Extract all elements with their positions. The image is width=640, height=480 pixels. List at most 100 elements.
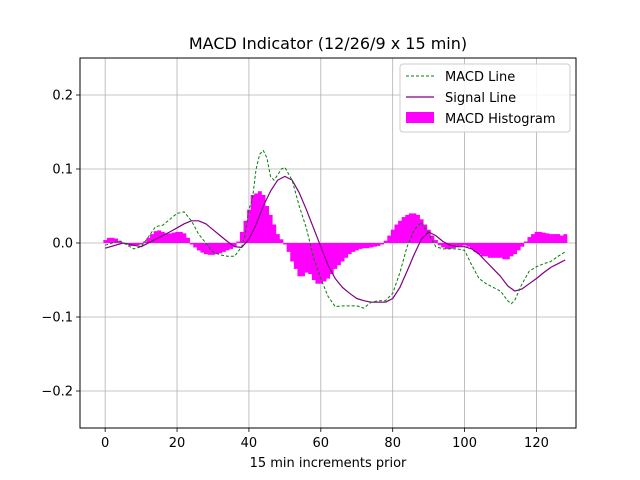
histogram-bar	[441, 243, 446, 248]
histogram-bar	[516, 243, 521, 251]
histogram-bar	[254, 193, 259, 243]
histogram-bar	[290, 243, 295, 262]
histogram-bar	[380, 243, 385, 245]
histogram-bar	[444, 243, 449, 249]
histogram-bar	[157, 230, 162, 243]
histogram-bar	[110, 237, 115, 243]
histogram-bar	[146, 237, 151, 243]
histogram-bar	[225, 243, 230, 251]
histogram-bar	[434, 240, 438, 243]
histogram-bar	[236, 241, 241, 243]
histogram-bar	[534, 231, 539, 243]
histogram-bar	[132, 243, 137, 246]
histogram-bar	[193, 243, 198, 248]
legend-histogram-swatch	[406, 112, 434, 123]
histogram-bar	[333, 243, 338, 269]
histogram-bar	[329, 243, 334, 275]
histogram-bar	[304, 243, 309, 273]
histogram-bar	[430, 235, 435, 243]
histogram-bar	[257, 191, 262, 243]
histogram-bar	[103, 240, 108, 243]
histogram-bar	[390, 229, 395, 243]
histogram-bar	[387, 235, 392, 243]
histogram-bar	[229, 243, 234, 249]
histogram-bar	[117, 240, 122, 243]
histogram-bar	[423, 224, 428, 243]
histogram-bar	[283, 243, 287, 245]
histogram-bar	[340, 243, 345, 262]
histogram-bar	[211, 243, 216, 255]
histogram-bar	[495, 243, 500, 258]
histogram-bar	[247, 209, 252, 243]
histogram-bar	[106, 237, 111, 243]
histogram-bar	[487, 243, 492, 258]
histogram-bar	[214, 243, 219, 255]
histogram-bar	[358, 243, 363, 249]
x-tick-label: 100	[452, 436, 477, 451]
histogram-bar	[505, 243, 510, 260]
histogram-bar	[401, 217, 406, 243]
histogram-bar	[372, 243, 377, 247]
x-tick-label: 40	[241, 436, 258, 451]
macd-line	[105, 150, 566, 309]
histogram-bar	[559, 235, 564, 243]
histogram-bar	[354, 243, 359, 251]
histogram-bar	[286, 243, 291, 252]
x-tick-label: 60	[313, 436, 330, 451]
x-tick-label: 120	[524, 436, 549, 451]
histogram-bar	[293, 243, 298, 269]
y-tick-label: 0.1	[52, 163, 73, 178]
histogram-bar	[135, 243, 140, 246]
histogram-bar	[509, 243, 514, 257]
histogram-bar	[336, 243, 341, 266]
histogram-bar	[272, 224, 277, 243]
histogram-bar	[268, 214, 273, 243]
histogram-bar	[376, 243, 381, 246]
histogram-bar	[168, 233, 172, 243]
histogram-bar	[239, 231, 244, 243]
x-tick-label: 20	[169, 436, 186, 451]
legend: MACD Line Signal Line MACD Histogram	[399, 63, 571, 133]
histogram-bar	[469, 243, 474, 249]
histogram-bar	[466, 243, 471, 247]
histogram-bar	[344, 243, 349, 258]
histogram-bar	[322, 243, 327, 282]
histogram-bar	[416, 214, 420, 243]
histogram-bars	[103, 191, 568, 284]
histogram-bar	[189, 243, 194, 245]
histogram-bar	[275, 234, 280, 243]
histogram-bar	[297, 243, 302, 277]
histogram-bar	[484, 243, 489, 257]
histogram-bar	[311, 243, 316, 280]
histogram-bar	[491, 243, 496, 258]
x-axis-ticks: 0 20 40 60 80 100 120	[101, 428, 549, 451]
histogram-bar	[178, 231, 183, 243]
histogram-bar	[477, 243, 482, 255]
legend-macd-label: MACD Line	[445, 70, 515, 85]
histogram-bar	[175, 231, 180, 243]
histogram-bar	[412, 213, 417, 243]
histogram-bar	[164, 233, 169, 243]
histogram-bar	[462, 243, 467, 246]
histogram-bar	[207, 243, 212, 255]
y-tick-label: −0.1	[41, 311, 73, 326]
histogram-bar	[139, 243, 144, 245]
series-lines	[105, 150, 566, 309]
x-tick-label: 0	[101, 436, 109, 451]
histogram-bar	[426, 229, 431, 243]
histogram-bar	[153, 231, 158, 243]
histogram-bar	[308, 243, 313, 275]
histogram-bar	[347, 243, 352, 255]
histogram-bar	[513, 243, 517, 255]
histogram-bar	[196, 243, 201, 251]
x-tick-label: 80	[384, 436, 401, 451]
histogram-bar	[398, 220, 402, 243]
histogram-bar	[279, 239, 284, 243]
y-tick-label: 0.0	[52, 237, 73, 252]
histogram-bar	[326, 243, 331, 279]
legend-box	[399, 63, 571, 133]
histogram-bar	[232, 243, 237, 247]
histogram-bar	[437, 243, 442, 246]
histogram-bar	[315, 243, 320, 284]
